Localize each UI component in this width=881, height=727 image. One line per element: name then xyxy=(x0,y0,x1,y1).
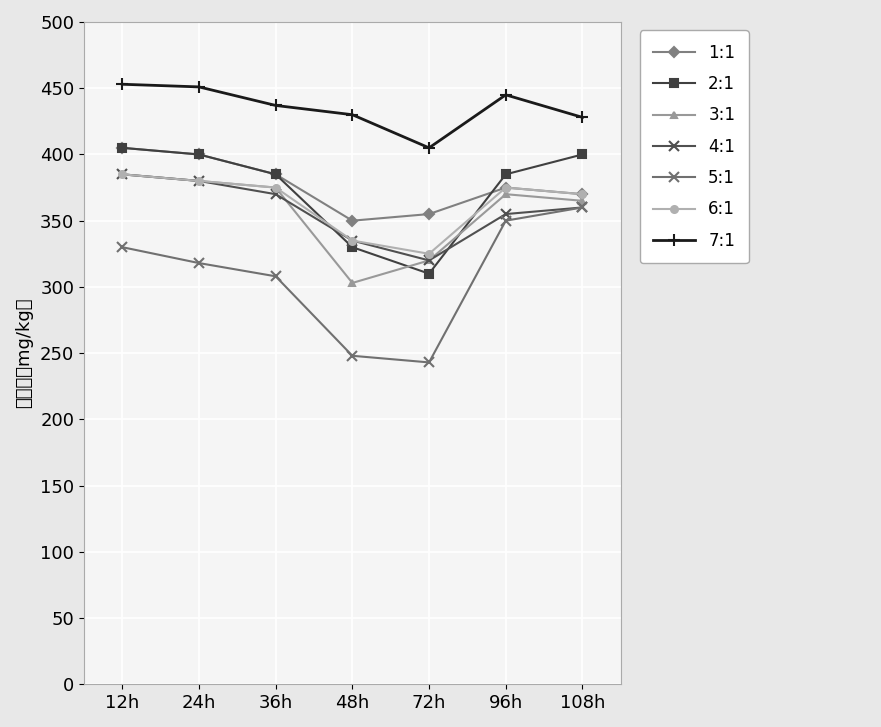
5:1 xyxy=(270,272,281,281)
5:1 xyxy=(577,203,588,212)
7:1 xyxy=(500,90,511,99)
4:1 xyxy=(500,209,511,218)
Line: 5:1: 5:1 xyxy=(117,203,588,367)
6:1 xyxy=(347,236,358,245)
3:1 xyxy=(424,256,434,265)
3:1 xyxy=(347,278,358,287)
2:1 xyxy=(424,269,434,278)
2:1 xyxy=(577,150,588,158)
Line: 4:1: 4:1 xyxy=(117,169,588,265)
3:1 xyxy=(194,177,204,185)
5:1 xyxy=(194,259,204,268)
2:1 xyxy=(347,243,358,252)
6:1 xyxy=(270,183,281,192)
7:1 xyxy=(347,111,358,119)
Line: 2:1: 2:1 xyxy=(118,144,587,278)
6:1 xyxy=(500,183,511,192)
6:1 xyxy=(117,170,128,179)
4:1 xyxy=(347,236,358,245)
4:1 xyxy=(117,170,128,179)
1:1 xyxy=(270,170,281,179)
3:1 xyxy=(270,183,281,192)
Line: 3:1: 3:1 xyxy=(119,171,586,286)
3:1 xyxy=(117,170,128,179)
3:1 xyxy=(577,196,588,205)
Y-axis label: 酸溶态（mg/kg）: 酸溶态（mg/kg） xyxy=(15,298,33,409)
2:1 xyxy=(194,150,204,158)
1:1 xyxy=(347,217,358,225)
5:1 xyxy=(424,358,434,367)
6:1 xyxy=(194,177,204,185)
5:1 xyxy=(117,243,128,252)
7:1 xyxy=(424,143,434,152)
1:1 xyxy=(194,150,204,158)
1:1 xyxy=(424,209,434,218)
3:1 xyxy=(500,190,511,198)
7:1 xyxy=(117,80,128,89)
7:1 xyxy=(194,83,204,92)
Line: 1:1: 1:1 xyxy=(119,145,586,224)
2:1 xyxy=(270,170,281,179)
1:1 xyxy=(117,143,128,152)
4:1 xyxy=(424,256,434,265)
5:1 xyxy=(500,217,511,225)
4:1 xyxy=(270,190,281,198)
4:1 xyxy=(194,177,204,185)
2:1 xyxy=(500,170,511,179)
Line: 6:1: 6:1 xyxy=(119,171,586,257)
7:1 xyxy=(577,113,588,121)
Line: 7:1: 7:1 xyxy=(116,78,589,154)
1:1 xyxy=(500,183,511,192)
7:1 xyxy=(270,101,281,110)
4:1 xyxy=(577,203,588,212)
6:1 xyxy=(424,249,434,258)
6:1 xyxy=(577,190,588,198)
1:1 xyxy=(577,190,588,198)
5:1 xyxy=(347,351,358,360)
Legend: 1:1, 2:1, 3:1, 4:1, 5:1, 6:1, 7:1: 1:1, 2:1, 3:1, 4:1, 5:1, 6:1, 7:1 xyxy=(640,31,749,263)
2:1 xyxy=(117,143,128,152)
